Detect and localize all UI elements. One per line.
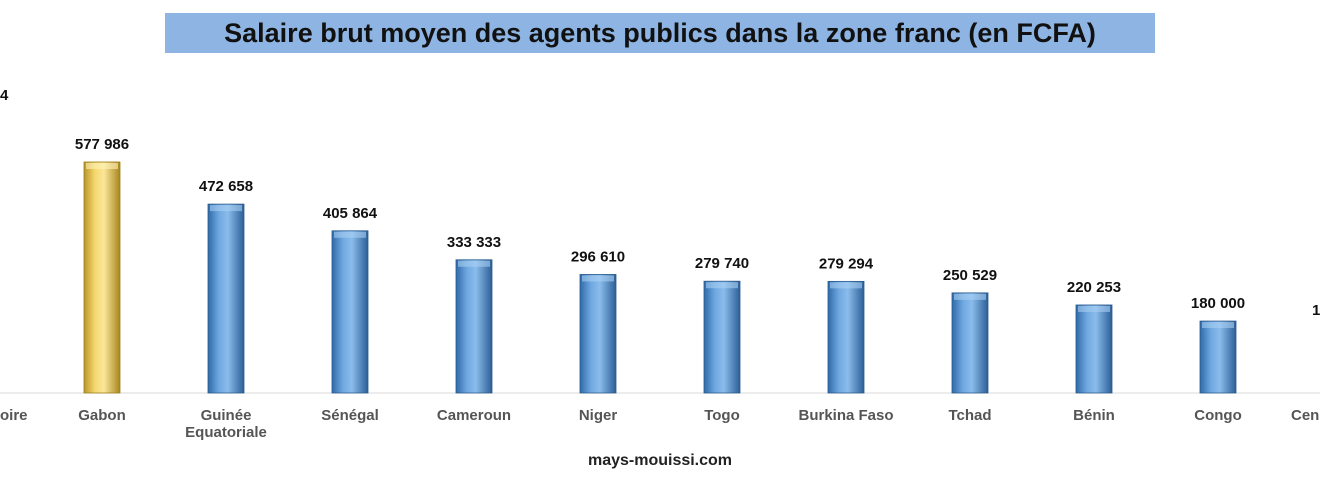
value-label-5: 296 610 [571,248,625,265]
bar-cap-8 [954,293,986,300]
category-label-10: Congo [1194,407,1241,424]
value-label-10: 180 000 [1191,295,1245,312]
value-label-6: 279 740 [695,255,749,272]
bar-9 [1075,304,1113,394]
category-label-11: Cen [1291,407,1319,424]
bar-7 [827,280,865,394]
bar-3 [331,230,369,394]
category-label-6: Togo [704,407,740,424]
category-label-8: Tchad [948,407,991,424]
value-label-1: 577 986 [75,136,129,153]
value-label-0: 4 [0,87,9,104]
bar-8 [951,292,989,394]
chart-title-box: Salaire brut moyen des agents publics da… [165,13,1155,53]
value-label-4: 333 333 [447,234,501,251]
category-label-7: Burkina Faso [798,407,893,424]
category-label-2-line-1: Equatoriale [185,424,267,441]
bar-cap-1 [86,163,118,169]
bar-cap-9 [1078,305,1110,312]
bar-10 [1199,320,1237,394]
chart-title: Salaire brut moyen des agents publics da… [224,17,1096,48]
category-label-0: oire [0,407,28,424]
bar-2 [207,203,245,394]
bar-cap-7 [830,282,862,289]
value-label-3: 405 864 [323,205,378,222]
category-label-5: Niger [579,407,618,424]
bar-1 [83,161,121,394]
bar-cap-6 [706,282,738,289]
bar-cap-2 [210,205,242,212]
value-label-11: 1 [1312,302,1320,319]
value-label-8: 250 529 [943,267,997,284]
category-label-9: Bénin [1073,407,1115,424]
bar-6 [703,280,741,394]
source-label: mays-mouissi.com [587,452,733,469]
bar-cap-4 [458,260,490,267]
category-label-3: Sénégal [321,407,379,424]
bar-cap-10 [1202,322,1234,329]
bar-5 [579,274,617,394]
bar-cap-5 [582,275,614,282]
bar-cap-3 [334,231,366,238]
value-label-9: 220 253 [1067,279,1121,296]
category-label-4: Cameroun [437,407,511,424]
value-label-7: 279 294 [819,255,874,272]
value-label-2: 472 658 [199,178,253,195]
category-label-1: Gabon [78,407,126,424]
category-label-2-line-0: Guinée [201,407,252,424]
bar-4 [455,259,493,394]
